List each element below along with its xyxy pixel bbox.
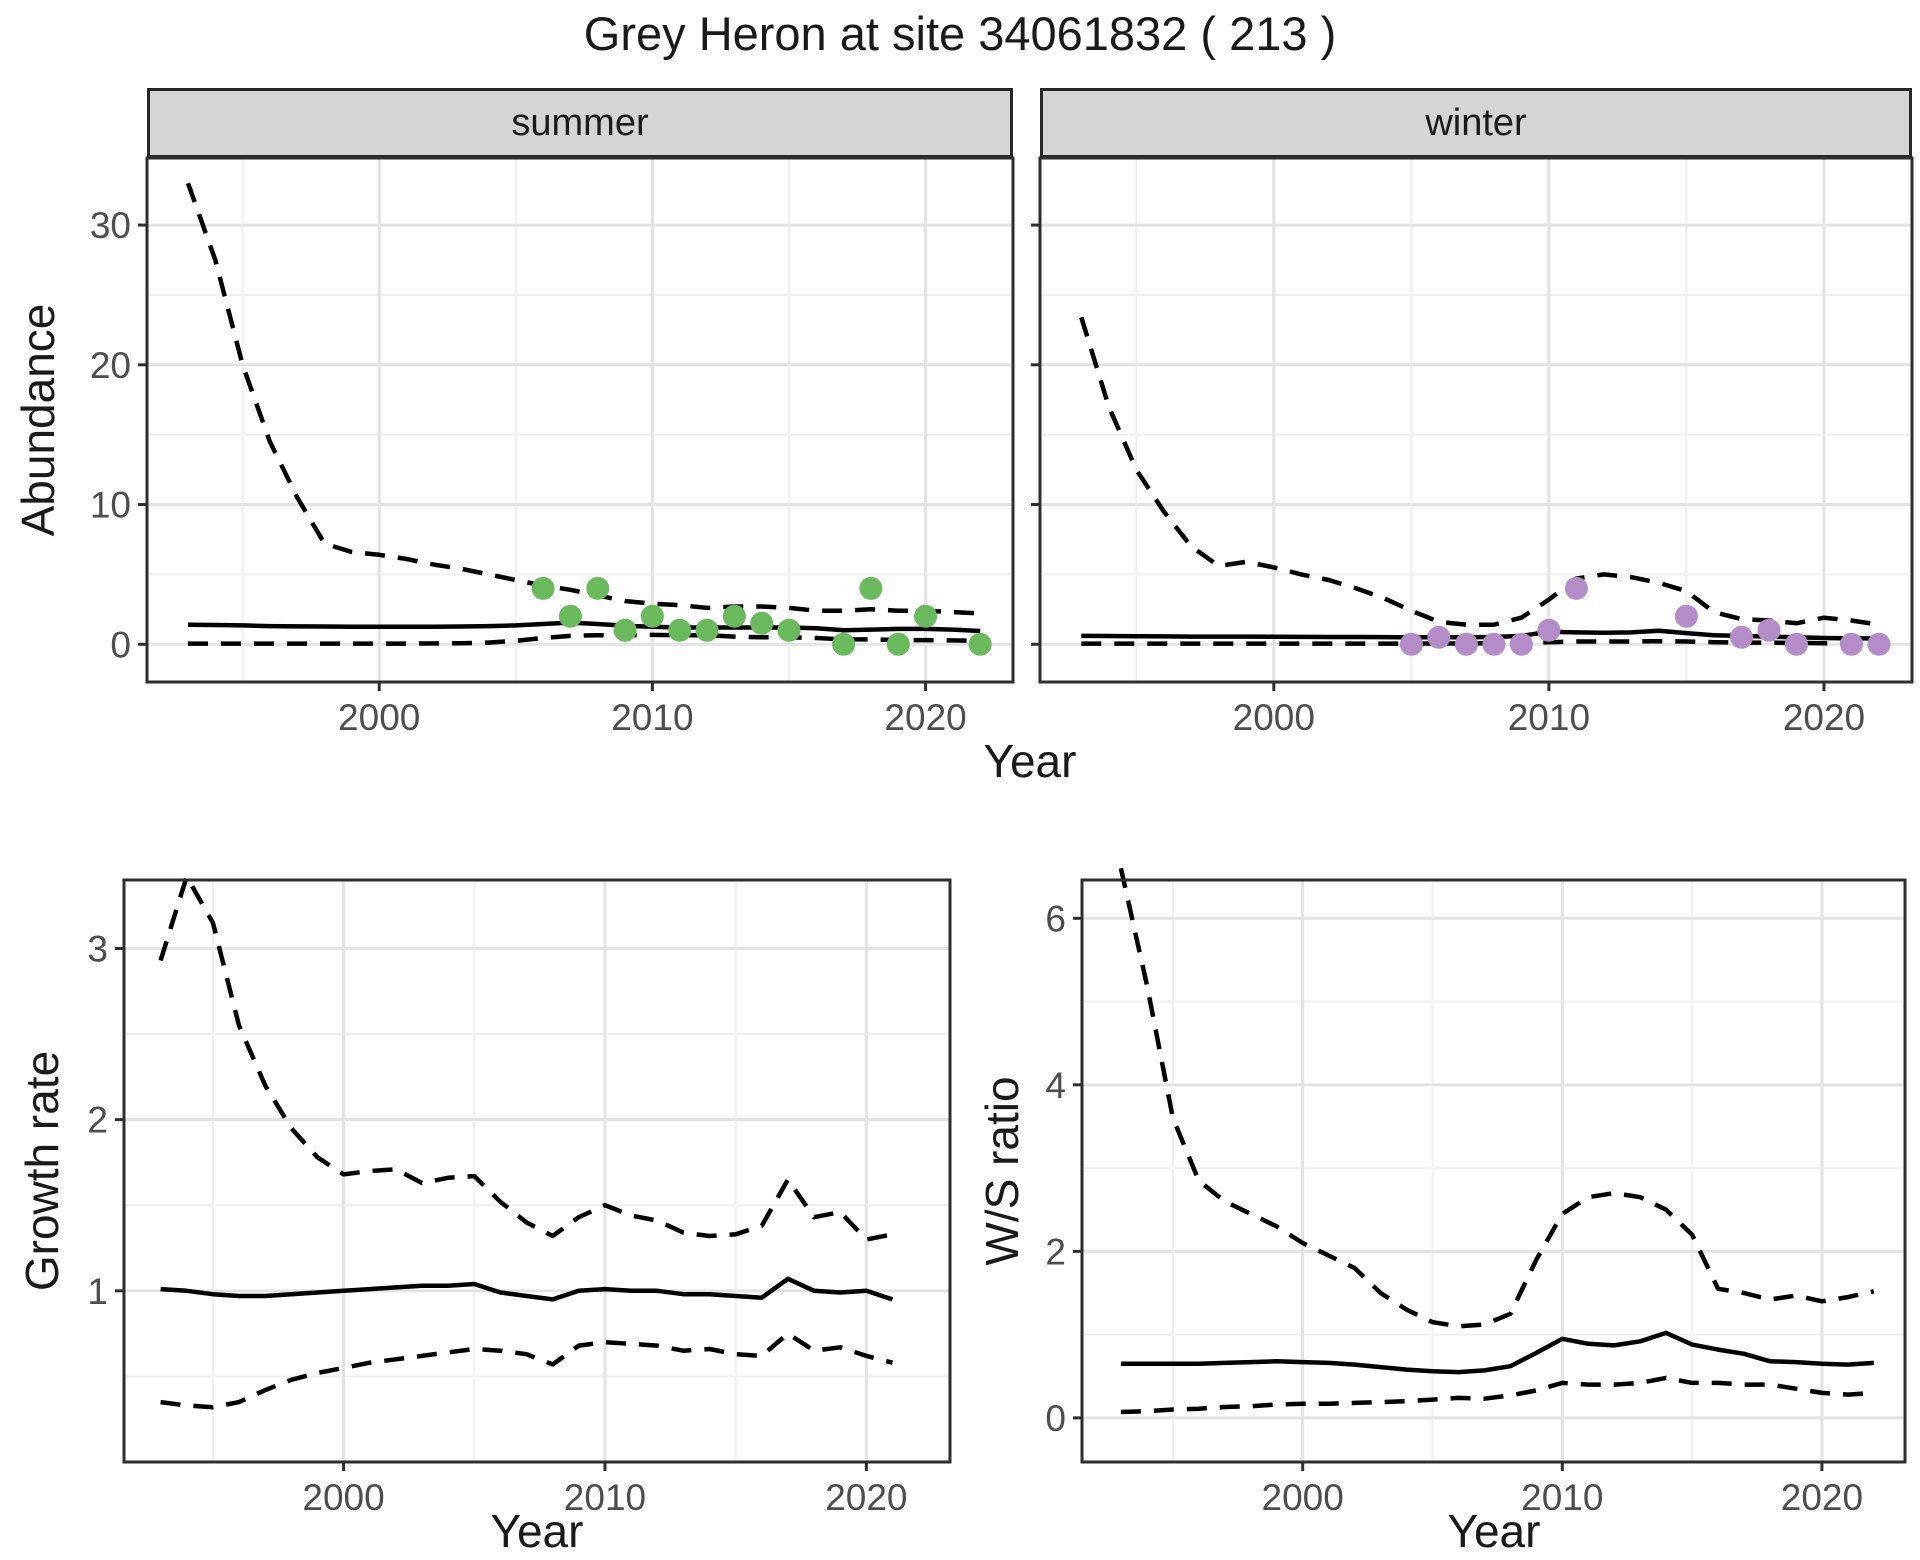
x-tick-label: 2000 (302, 1477, 384, 1518)
x-tick-label: 2010 (1521, 1477, 1603, 1518)
data-point (750, 611, 774, 635)
panel-border (1080, 878, 1907, 1464)
data-point (1730, 625, 1753, 649)
data-point (968, 632, 992, 656)
x-axis-title-top: Year (983, 735, 1077, 787)
panel-background (1082, 880, 1905, 1462)
y-tick-label: 10 (90, 485, 131, 526)
y-tick-label: 0 (110, 624, 131, 665)
x-tick-label: 2020 (825, 1477, 907, 1518)
data-point (695, 618, 719, 642)
y-tick-label: 4 (1045, 1065, 1066, 1106)
data-point (859, 576, 883, 600)
panel-abundance-winter: 2000 2010 2020 (1031, 156, 1914, 738)
gridlines (1082, 880, 1905, 1462)
x-axis-title-bottom-left: Year (490, 1505, 584, 1557)
x-tick-label: 2000 (338, 697, 420, 738)
data-point (1399, 632, 1423, 656)
panel-border (1038, 156, 1914, 684)
y-tick-label: 2 (87, 1100, 108, 1141)
y-tick-label: 3 (87, 928, 108, 969)
series-line-lower-ci (160, 1331, 894, 1410)
series-line-upper-ci (1079, 316, 1880, 627)
x-tick-label: 2020 (1783, 697, 1865, 738)
data-point (1674, 604, 1698, 628)
panel-background (147, 158, 1013, 682)
data-point (586, 576, 610, 600)
data-point (1537, 618, 1561, 642)
x-tick-label: 2020 (884, 697, 966, 738)
series-line-fitted (160, 1276, 894, 1302)
data-point (1757, 618, 1781, 642)
x-tick-label: 2010 (564, 1477, 646, 1518)
data-point (1564, 576, 1588, 600)
y-tick-label: 0 (1045, 1398, 1066, 1439)
y-tick-label: 6 (1045, 898, 1066, 939)
data-point (832, 632, 856, 656)
series-line-fitted (1120, 1330, 1874, 1375)
panel-background (1040, 158, 1912, 682)
series-line-lower-ci (1120, 1375, 1874, 1415)
axis-ticks-ws-ratio: 2000 2010 2020 0 2 4 6 (1045, 898, 1863, 1518)
axis-ticks-growth-rate: 2000 2010 2020 1 2 3 (87, 928, 907, 1518)
data-point (558, 604, 582, 628)
panel-border (145, 156, 1015, 684)
y-tick-label: 2 (1045, 1231, 1066, 1272)
data-point (668, 618, 692, 642)
gridlines (1040, 158, 1912, 682)
data-point (777, 618, 801, 642)
facet-strip-winter-label: winter (1425, 101, 1527, 144)
y-tick-label: 1 (87, 1271, 108, 1312)
data-point (640, 604, 664, 628)
facet-strip-summer-label: summer (511, 101, 649, 144)
chart-title: Grey Heron at site 34061832 ( 213 ) (583, 7, 1337, 60)
axis-ticks-abundance-summer: 2000 2010 2020 0 10 20 30 (90, 205, 967, 738)
panel-ws-ratio: 2000 2010 2020 0 2 4 6 (1045, 867, 1907, 1518)
observed-counts-summer (531, 576, 992, 656)
series-line-lower-ci (1081, 638, 1879, 646)
axis-ticks-abundance-winter: 2000 2010 2020 (1031, 223, 1865, 738)
y-tick-label: 20 (90, 345, 131, 386)
panel-growth-rate: 2000 2010 2020 1 2 3 (87, 874, 952, 1518)
data-point (613, 618, 637, 642)
panel-abundance-summer: 2000 2010 2020 0 10 20 30 (90, 156, 1015, 738)
series-line-fitted (187, 620, 981, 634)
x-tick-label: 2020 (1781, 1477, 1863, 1518)
data-point (1840, 632, 1863, 656)
data-point (1785, 632, 1808, 656)
data-point (531, 576, 555, 600)
series-line-upper-ci (1118, 867, 1875, 1329)
y-tick-label: 30 (90, 205, 131, 246)
panel-border (122, 878, 952, 1464)
data-point (1867, 632, 1891, 656)
gridlines (147, 158, 1013, 682)
data-point (914, 604, 938, 628)
panel-background (124, 880, 950, 1462)
data-point (1427, 625, 1451, 649)
series-line-upper-ci (158, 874, 893, 1242)
series-line-upper-ci (185, 182, 981, 616)
x-tick-label: 2000 (1262, 1477, 1344, 1518)
data-point (1482, 632, 1506, 656)
x-tick-label: 2010 (611, 697, 693, 738)
data-point (722, 604, 746, 628)
facet-strip-summer: summer (147, 88, 1013, 158)
data-point (1509, 632, 1533, 656)
x-tick-label: 2010 (1508, 697, 1590, 738)
data-point (886, 632, 910, 656)
x-axis-title-bottom-right: Year (1447, 1505, 1541, 1557)
observed-counts-winter (1399, 576, 1891, 656)
facet-strip-winter: winter (1040, 88, 1912, 158)
series-line-lower-ci (188, 632, 981, 646)
data-point (1454, 632, 1478, 656)
x-tick-label: 2000 (1233, 697, 1315, 738)
